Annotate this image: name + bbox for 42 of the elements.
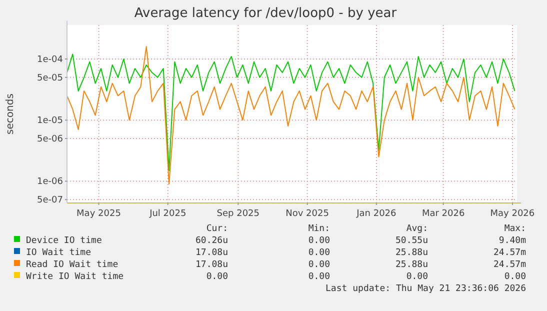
text: 25.88u [395, 248, 428, 258]
legend-label: IO Wait time [26, 248, 92, 258]
text: 24.57m [493, 260, 526, 270]
y-tick-label: 1e-04 [37, 54, 64, 65]
x-tick-label: May 2026 [490, 209, 535, 219]
line-series [66, 54, 516, 171]
text: Cur: [206, 224, 228, 234]
text: Max: [504, 224, 526, 234]
y-tick-label: 5e-06 [37, 134, 64, 144]
legend-label: Write IO Wait time [26, 272, 124, 282]
text: 25.88u [395, 260, 428, 270]
x-tick-label: Mar 2026 [422, 209, 465, 219]
x-tick-label: Sep 2025 [216, 209, 260, 219]
chart-title: Average latency for /dev/loop0 - by year [134, 6, 398, 21]
legend-label: Read IO Wait time [26, 260, 118, 270]
line-series [66, 46, 516, 185]
text: 9.40m [498, 236, 526, 246]
y-tick-label: 5e-05 [37, 73, 63, 84]
text: 24.57m [493, 248, 526, 258]
y-tick-label: 1e-06 [37, 177, 64, 188]
text: 0.00 [406, 272, 428, 282]
text: Avg: [406, 224, 428, 234]
x-tick-label: Jul 2025 [148, 209, 186, 219]
x-tick-label: May 2025 [76, 209, 121, 219]
text: Last update: Thu May 21 23:36:06 2026 [326, 284, 526, 294]
text: 0.00 [308, 248, 330, 258]
text: 0.00 [308, 236, 330, 246]
text: 60.26u [195, 236, 228, 246]
x-tick-label: Jan 2026 [356, 209, 397, 219]
text: 17.08u [195, 248, 228, 258]
text: 0.00 [206, 272, 228, 282]
y-tick-label: 5e-07 [37, 196, 63, 206]
x-tick-label: Nov 2025 [286, 209, 329, 219]
text: 0.00 [308, 272, 330, 282]
legend-label: Device IO time [26, 236, 102, 246]
y-axis-title: seconds [5, 94, 16, 134]
text: 0.00 [504, 272, 526, 282]
text: Min: [308, 224, 330, 234]
y-tick-label: 1e-05 [37, 116, 63, 126]
text: 17.08u [195, 260, 228, 270]
text: 0.00 [308, 260, 330, 270]
text: 50.55u [395, 236, 428, 246]
